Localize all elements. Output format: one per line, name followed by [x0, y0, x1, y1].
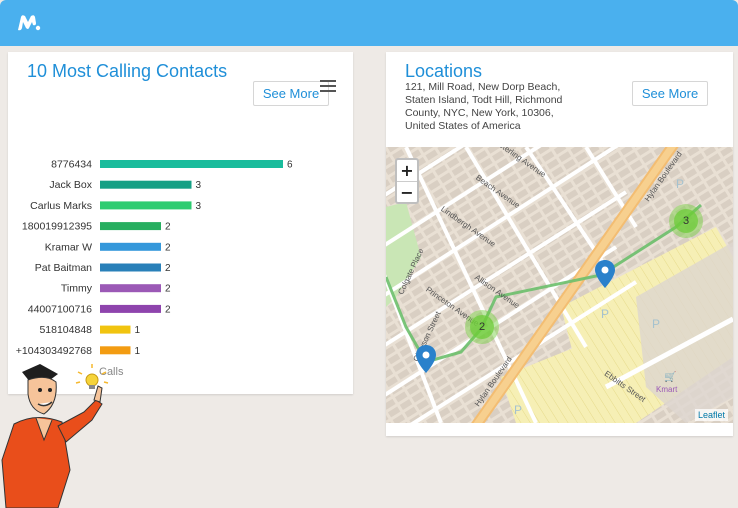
- parking-label: P: [676, 177, 685, 191]
- data-label: 1: [135, 325, 141, 336]
- marker-cluster[interactable]: 2: [465, 310, 499, 344]
- parking-label: P: [652, 317, 661, 331]
- locations-see-more-button[interactable]: See More: [632, 81, 708, 106]
- map-pin-icon[interactable]: [416, 345, 436, 373]
- category-label: 8776434: [51, 159, 92, 171]
- data-label: 3: [196, 201, 202, 212]
- zoom-out-button[interactable]: −: [397, 181, 417, 202]
- bar[interactable]: [100, 222, 161, 231]
- map-attribution-link[interactable]: Leaflet: [695, 409, 729, 421]
- contacts-see-more-button[interactable]: See More: [253, 81, 329, 106]
- store-label: Kmart: [656, 385, 678, 394]
- category-label: Jack Box: [49, 179, 92, 191]
- category-label: Kramar W: [45, 241, 92, 253]
- contacts-card-title: 10 Most Calling Contacts: [27, 61, 228, 81]
- category-label: 518104848: [39, 324, 92, 336]
- bar[interactable]: [100, 284, 161, 293]
- category-label: Pat Baitman: [35, 262, 92, 274]
- cluster-count: 3: [674, 209, 698, 233]
- category-label: Timmy: [61, 283, 93, 295]
- shopping-cart-icon: 🛒: [664, 372, 677, 383]
- map-tiles: [386, 147, 733, 423]
- app-header: [0, 0, 738, 46]
- parking-label: P: [601, 307, 610, 321]
- category-label: 180019912395: [22, 221, 92, 233]
- map-zoom-control: + −: [395, 158, 419, 204]
- lightbulb-icon: [75, 364, 109, 389]
- parking-label: P: [514, 403, 523, 417]
- legend-label[interactable]: Calls: [99, 366, 124, 378]
- data-label: 2: [165, 263, 171, 274]
- bar[interactable]: [100, 263, 161, 272]
- marker-cluster[interactable]: 3: [669, 204, 703, 238]
- bar[interactable]: [100, 242, 161, 251]
- map-pin-icon[interactable]: [595, 260, 615, 288]
- category-label: 44007100716: [28, 303, 92, 315]
- bar[interactable]: [100, 180, 192, 189]
- location-map[interactable]: Sterling Avenue Beach Avenue Lindbergh A…: [386, 147, 733, 423]
- locations-card-title: Locations: [405, 61, 483, 81]
- cartoon-man-pointing-illustration: [1, 364, 109, 508]
- data-label: 3: [196, 180, 202, 191]
- data-label: 2: [165, 304, 171, 315]
- contacts-card: [8, 52, 353, 394]
- calling-contacts-bar-chart: 8776434 6 Jack Box 3 Carlus Marks 3 1800199123…: [16, 159, 293, 379]
- mobikin-logo-icon[interactable]: [14, 9, 42, 37]
- data-label: 2: [165, 222, 171, 233]
- data-label: 2: [165, 242, 171, 253]
- cluster-count: 2: [470, 315, 494, 339]
- data-label: 1: [135, 346, 141, 357]
- bar[interactable]: [100, 325, 131, 334]
- hamburger-menu-icon[interactable]: [320, 80, 336, 92]
- bar[interactable]: [100, 304, 161, 313]
- zoom-in-button[interactable]: +: [400, 161, 414, 180]
- data-label: 2: [165, 284, 171, 295]
- location-address: 121, Mill Road, New Dorp Beach, Staten I…: [405, 81, 563, 132]
- bar[interactable]: [100, 346, 131, 355]
- data-label: 6: [287, 160, 293, 171]
- bar[interactable]: [100, 201, 192, 210]
- category-label: Carlus Marks: [30, 200, 92, 212]
- category-label: +104303492768: [16, 345, 92, 357]
- bar[interactable]: [100, 160, 283, 168]
